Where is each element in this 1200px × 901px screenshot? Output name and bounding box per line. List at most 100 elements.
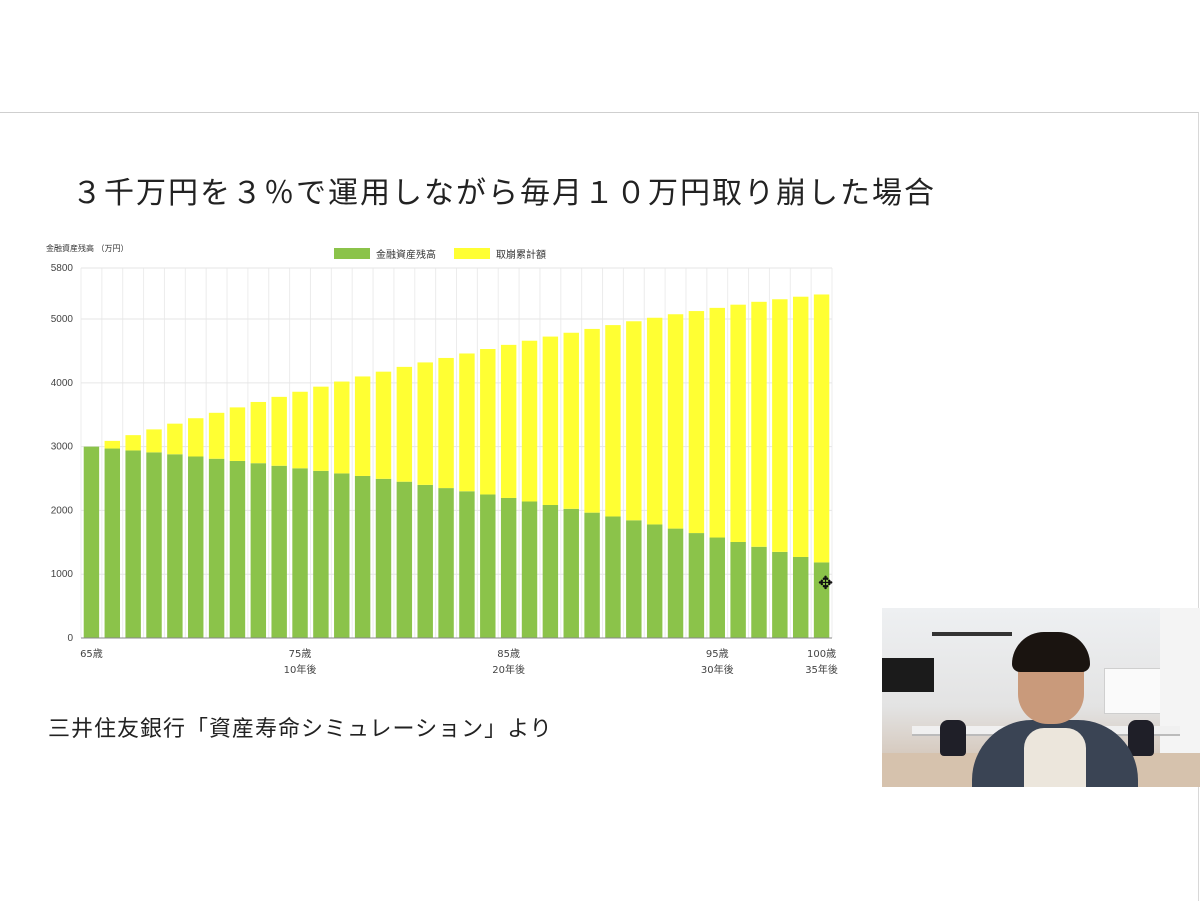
bar-balance [292,468,308,638]
bar-withdrawn [292,391,308,469]
x-tick-label: 100歳 [807,648,836,660]
bar-balance [500,497,517,638]
bar-balance [167,454,183,638]
bar-withdrawn [104,440,121,449]
bar-withdrawn [772,299,788,552]
chair [1128,720,1154,756]
bar-withdrawn [813,294,830,563]
bar-balance [313,470,329,638]
bar-balance [584,512,600,638]
move-cursor-icon: ✥ [818,573,834,594]
bar-withdrawn [667,314,684,529]
bar-balance [772,551,788,638]
y-tick-label: 2000 [51,505,74,516]
bar-withdrawn [354,376,371,476]
bar-withdrawn [542,336,559,505]
x-tick-sublabel: 35年後 [805,663,838,676]
bar-withdrawn [438,357,454,489]
bar-balance [667,528,684,638]
bar-withdrawn [229,407,246,461]
bar-withdrawn [500,344,517,498]
bar-balance [646,524,663,638]
bar-withdrawn [459,353,475,492]
bar-balance [104,448,121,638]
legend-label-withdrawn: 取崩累計額 [496,250,546,261]
bar-balance [271,465,287,638]
y-tick-label: 5800 [51,263,74,274]
bar-withdrawn [396,366,413,482]
bar-balance [396,481,413,638]
y-tick-label: 4000 [51,378,74,389]
bar-withdrawn [751,301,767,547]
bar-withdrawn [334,381,350,474]
legend-swatch-balance [334,248,370,259]
bar-withdrawn [208,412,225,459]
bar-balance [521,501,538,638]
bar-withdrawn [417,362,433,485]
bar-balance [334,473,350,638]
bar-withdrawn [271,396,287,466]
legend-label-balance: 金融資産残高 [376,250,436,261]
bar-balance [375,478,392,638]
y-tick-label: 1000 [51,569,74,580]
y-tick-label: 0 [67,633,73,644]
bar-balance [188,456,204,638]
y-tick-label: 5000 [51,314,74,325]
slide-title: ３千万円を３％で運用しながら毎月１０万円取り崩した場合 [72,176,936,211]
bar-balance [605,516,621,638]
source-note: 三井住友銀行「資産寿命シミュレーション」より [48,717,553,742]
bar-balance [125,450,141,638]
bar-balance [542,504,559,638]
wall-tv [882,658,934,692]
x-tick-label: 65歳 [80,648,103,660]
bar-balance [730,541,746,638]
bar-withdrawn [521,340,538,502]
bar-withdrawn [730,304,746,542]
presenter-shirt [1024,728,1086,787]
bar-withdrawn [313,386,329,471]
bar-withdrawn [167,423,183,455]
bar-balance [813,562,830,638]
x-tick-sublabel: 10年後 [284,663,317,676]
bar-balance [354,475,371,638]
bar-withdrawn [709,307,725,538]
bar-balance [146,452,162,638]
bar-withdrawn [584,328,600,513]
bar-balance [208,458,225,638]
bar-balance [626,520,642,638]
bar-withdrawn [480,349,496,495]
bar-balance [229,460,246,638]
bar-balance [417,484,433,638]
y-tick-label: 3000 [51,442,74,453]
bar-balance [751,546,767,638]
bar-withdrawn [250,401,267,464]
chair [940,720,966,756]
bar-withdrawn [646,317,663,525]
legend-item-balance: 金融資産残高 [334,246,436,261]
bar-balance [792,556,809,638]
x-tick-sublabel: 20年後 [492,663,525,676]
bar-withdrawn [125,435,141,451]
x-tick-label: 85歳 [497,648,520,660]
ceiling-light [932,632,1012,636]
bar-withdrawn [146,429,162,453]
bar-withdrawn [188,418,204,457]
bar-withdrawn [792,296,809,557]
bar-balance [563,508,579,638]
bar-balance [480,494,496,638]
bar-withdrawn [605,325,621,517]
y-axis-label: 金融資産残高 （万円） [46,244,129,253]
bar-withdrawn [375,371,392,479]
bar-balance [250,463,267,638]
webcam-video-feed [882,608,1200,787]
top-blank-area [0,0,1200,112]
bar-balance [688,533,705,638]
bar-withdrawn [626,321,642,521]
x-tick-sublabel: 30年後 [701,663,734,676]
bar-balance [709,537,725,638]
x-tick-label: 95歳 [706,648,729,660]
chart-legend: 金融資産残高 取崩累計額 [334,246,546,261]
legend-item-withdrawn: 取崩累計額 [454,246,546,261]
presenter-hair [1012,632,1090,672]
